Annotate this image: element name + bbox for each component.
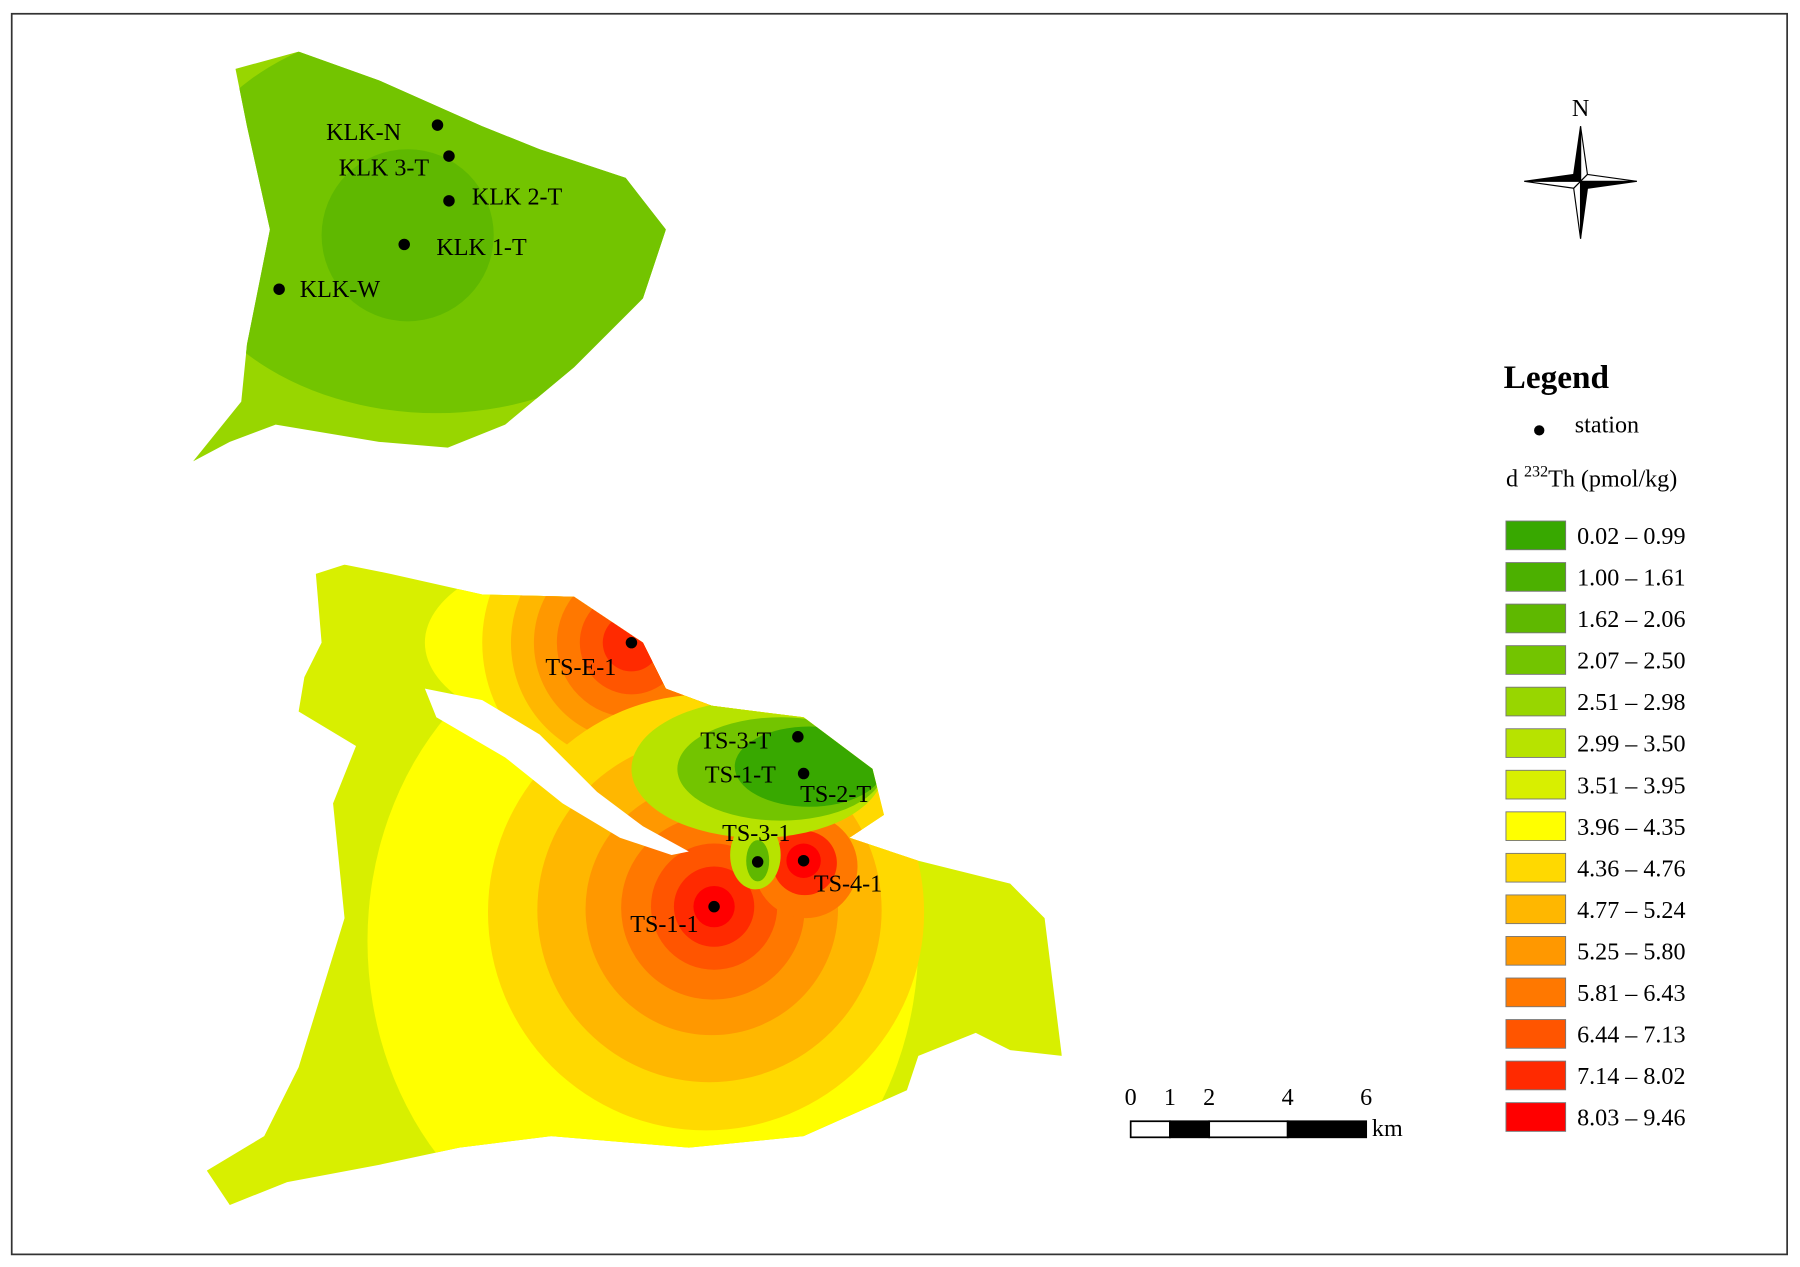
station-point bbox=[625, 636, 638, 649]
legend-station-symbol bbox=[1534, 425, 1545, 436]
stations: KLK-N KLK 3-T KLK 2-T KLK 1-T KLK-W TS-E… bbox=[273, 119, 882, 938]
station-label: KLK 1-T bbox=[436, 235, 527, 261]
station-point bbox=[398, 238, 410, 251]
station-point bbox=[751, 856, 764, 868]
station-point bbox=[708, 900, 720, 913]
station-point bbox=[443, 195, 455, 207]
legend-swatch bbox=[1505, 1102, 1567, 1132]
legend-swatch bbox=[1505, 1060, 1567, 1091]
legend-class-label: 8.03 – 9.46 bbox=[1577, 1106, 1685, 1132]
legend-swatch bbox=[1505, 603, 1567, 634]
legend-swatch bbox=[1505, 562, 1567, 592]
scale-tick-label: 1 bbox=[1164, 1085, 1176, 1111]
scale-segment bbox=[1208, 1120, 1289, 1139]
legend-class-label: 2.99 – 3.50 bbox=[1577, 732, 1685, 758]
station-point bbox=[797, 854, 810, 867]
variable-superscript: 232 bbox=[1524, 463, 1548, 480]
station-label: TS-1-1 bbox=[630, 912, 698, 938]
legend-class-label: 1.62 – 2.06 bbox=[1577, 607, 1685, 633]
legend-class-label: 3.96 – 4.35 bbox=[1577, 815, 1685, 841]
frame bbox=[10, 12, 1788, 1256]
legend-swatch bbox=[1505, 686, 1567, 717]
legend-swatch bbox=[1505, 520, 1567, 551]
legend: Legend station d 232Th (pmol/kg) 0.02 – … bbox=[1504, 359, 1686, 1132]
station-point bbox=[792, 731, 804, 743]
legend-class-label: 6.44 – 7.13 bbox=[1577, 1023, 1685, 1049]
legend-swatch bbox=[1505, 728, 1567, 758]
legend-swatch bbox=[1505, 936, 1567, 966]
variable-prefix: d bbox=[1506, 467, 1518, 493]
north-arrow: N bbox=[1524, 96, 1637, 239]
legend-swatch bbox=[1505, 811, 1567, 841]
legend-swatch bbox=[1505, 645, 1567, 675]
station-label: TS-3-T bbox=[700, 728, 771, 754]
legend-station-label: station bbox=[1575, 413, 1639, 439]
scale-tick-label: 6 bbox=[1360, 1085, 1372, 1111]
scale-tick-label: 4 bbox=[1282, 1085, 1294, 1111]
legend-class-label: 0.02 – 0.99 bbox=[1577, 524, 1685, 550]
station-label: KLK-N bbox=[326, 120, 401, 146]
legend-class-label: 2.51 – 2.98 bbox=[1577, 690, 1685, 716]
station-label: TS-E-1 bbox=[545, 655, 616, 681]
legend-class-label: 4.77 – 5.24 bbox=[1577, 898, 1685, 924]
legend-swatch bbox=[1505, 894, 1567, 925]
station-label: TS-3-1 bbox=[722, 821, 790, 847]
legend-class-label: 5.81 – 6.43 bbox=[1577, 981, 1685, 1007]
variable-suffix: Th (pmol/kg) bbox=[1548, 467, 1677, 493]
legend-class-label: 2.07 – 2.50 bbox=[1577, 649, 1685, 675]
legend-class-label: 1.00 – 1.61 bbox=[1577, 566, 1685, 592]
station-label: TS-4-1 bbox=[814, 872, 882, 898]
legend-swatch bbox=[1505, 977, 1567, 1008]
scale-segment bbox=[1129, 1120, 1171, 1139]
station-point bbox=[431, 119, 444, 131]
legend-class-label: 3.51 – 3.95 bbox=[1577, 773, 1685, 799]
scale-unit: km bbox=[1372, 1116, 1403, 1142]
station-point bbox=[443, 150, 455, 162]
station-label: TS-2-T bbox=[800, 782, 871, 808]
station-label: KLK 2-T bbox=[472, 184, 563, 210]
legend-swatch bbox=[1505, 1019, 1567, 1049]
legend-class-label: 4.36 – 4.76 bbox=[1577, 856, 1685, 882]
scale-segment bbox=[1169, 1120, 1211, 1139]
legend-swatch bbox=[1505, 852, 1567, 883]
north-label: N bbox=[1572, 96, 1589, 122]
station-point bbox=[797, 767, 810, 780]
scale-segment bbox=[1286, 1120, 1368, 1139]
scale-bar: 0 1 2 4 6km bbox=[1125, 1085, 1403, 1142]
legend-class-label: 7.14 – 8.02 bbox=[1577, 1064, 1685, 1090]
legend-title: Legend bbox=[1504, 359, 1610, 396]
scale-tick-label: 0 bbox=[1125, 1085, 1137, 1111]
station-label: TS-1-T bbox=[705, 763, 776, 789]
station-label: KLK-W bbox=[300, 277, 381, 303]
south-island bbox=[206, 564, 1062, 1206]
scale-tick-label: 2 bbox=[1203, 1085, 1215, 1111]
legend-variable: d 232Th (pmol/kg) bbox=[1506, 463, 1677, 492]
legend-swatch bbox=[1505, 769, 1567, 800]
station-label: KLK 3-T bbox=[339, 156, 430, 182]
station-point bbox=[273, 283, 285, 295]
legend-class-label: 5.25 – 5.80 bbox=[1577, 939, 1685, 965]
